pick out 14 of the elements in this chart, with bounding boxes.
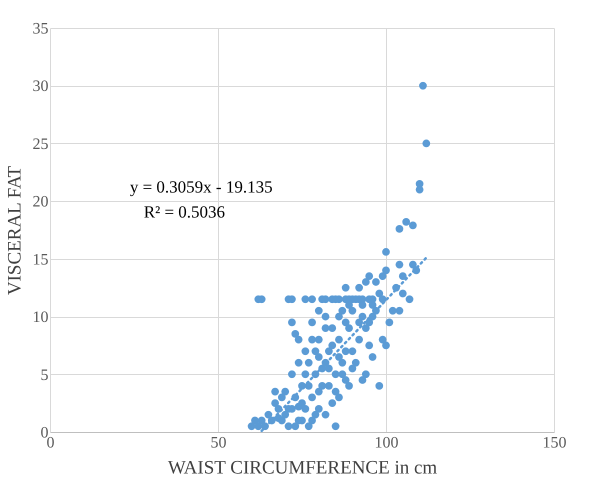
x-tick-label: 150 [542,434,566,452]
y-tick-label: 20 [32,194,48,211]
annotation: y = 0.3059x - 19.135 [130,177,273,196]
y-tick-label: 15 [32,251,48,268]
y-tick-label: 5 [40,366,48,384]
y-tick-label: 35 [32,20,48,38]
y-tick-label: 30 [32,78,48,96]
y-tick-label: 25 [32,136,48,153]
x-tick-label: 50 [210,434,226,452]
y-tick-label: 10 [32,309,48,326]
x-axis-title: WAIST CIRCUMFERENCE in cm [168,458,438,478]
x-tick-label: 100 [374,434,398,452]
y-axis-title: VISCERAL FAT [4,165,26,296]
annotation: R² = 0.5036 [144,202,226,222]
